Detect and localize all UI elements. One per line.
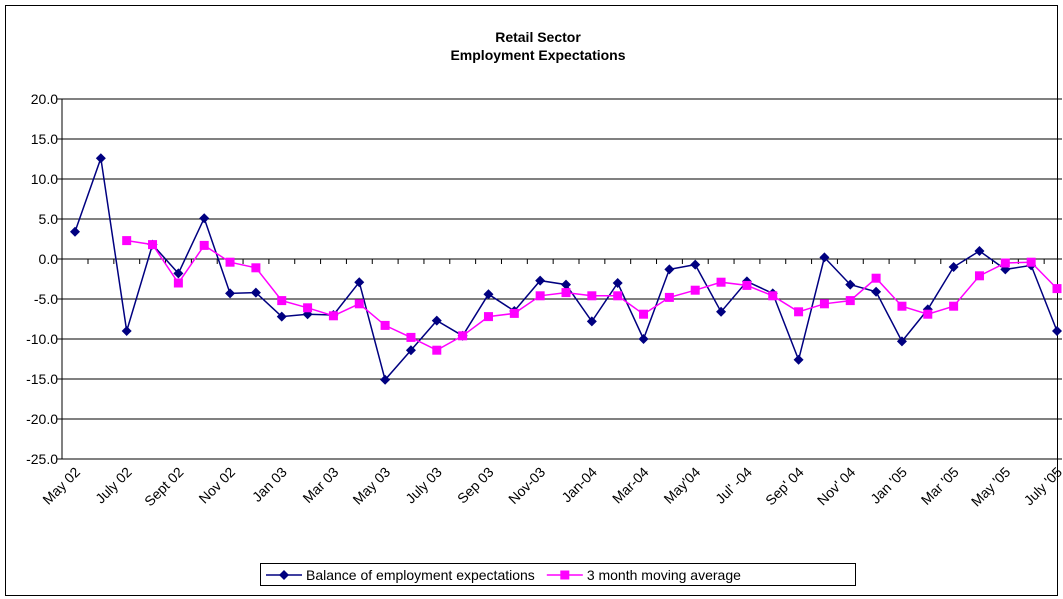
line-point: [871, 286, 882, 297]
line-point: [279, 570, 289, 580]
line-point: [432, 345, 442, 355]
line-point: [483, 289, 494, 300]
line-point: [1026, 257, 1036, 267]
line-point: [845, 296, 855, 306]
line-point: [122, 236, 132, 246]
line-point: [638, 334, 649, 344]
line-point: [431, 315, 442, 326]
line-point: [148, 240, 158, 250]
line-point: [613, 291, 623, 301]
line-point: [923, 309, 933, 319]
line-point: [974, 271, 984, 281]
line-point: [535, 275, 546, 286]
line-point: [586, 316, 597, 327]
y-tick-label: -15.0: [26, 371, 58, 387]
y-tick-label: -25.0: [26, 451, 58, 467]
line-point: [70, 226, 80, 237]
line-point: [716, 306, 727, 317]
line-point: [587, 291, 597, 301]
line-point: [716, 277, 726, 287]
line-point: [560, 570, 570, 580]
line-point: [845, 279, 856, 290]
line-point: [250, 287, 261, 298]
line-point: [690, 285, 700, 295]
line-point: [225, 288, 236, 299]
y-tick-label: -5.0: [34, 291, 58, 307]
line-point: [819, 299, 829, 309]
line-point: [896, 336, 907, 347]
line-point: [483, 312, 493, 322]
line-point: [251, 263, 261, 273]
line-point: [121, 326, 132, 336]
line-point: [380, 374, 391, 385]
y-tick-label: -10.0: [26, 331, 58, 347]
y-tick-label: 15.0: [31, 131, 58, 147]
line-point: [948, 262, 959, 272]
line-point: [742, 280, 752, 290]
legend-label: 3 month moving average: [587, 567, 741, 583]
line-point: [354, 277, 365, 288]
line-point: [974, 246, 985, 256]
chart-title: Retail Sector: [495, 29, 581, 45]
series: [122, 236, 1062, 355]
line-point: [1052, 326, 1062, 336]
line-point: [949, 301, 959, 311]
line-point: [405, 345, 416, 356]
line-point: [277, 296, 287, 306]
legend: Balance of employment expectations 3 mont…: [260, 563, 856, 586]
line-point: [768, 291, 778, 301]
y-tick-label: 20.0: [31, 91, 58, 107]
line-point: [328, 311, 338, 321]
line-point: [458, 331, 468, 341]
line-point: [276, 311, 287, 322]
line-point: [612, 278, 623, 288]
line-point: [561, 288, 571, 298]
line-point: [225, 257, 235, 267]
line-point: [380, 320, 390, 330]
line-point: [406, 332, 416, 342]
line-point: [561, 279, 571, 290]
line-point: [1000, 258, 1010, 268]
line-point: [354, 299, 364, 309]
line-point: [819, 252, 830, 263]
chart-border: [5, 5, 1058, 596]
line-point: [897, 301, 907, 311]
line-point: [199, 240, 209, 250]
y-tick-label: 0.0: [39, 251, 59, 267]
line-point: [794, 307, 804, 317]
y-tick-label: 10.0: [31, 171, 58, 187]
line-point: [639, 309, 649, 319]
y-tick-label: -20.0: [26, 411, 58, 427]
legend-label: Balance of employment expectations: [306, 567, 535, 583]
line-point: [173, 278, 183, 288]
line-point: [793, 354, 804, 365]
line-point: [95, 153, 106, 164]
line-point: [664, 292, 674, 302]
line-point: [509, 308, 519, 318]
line-point: [303, 303, 313, 313]
y-tick-label: 5.0: [39, 211, 59, 227]
chart-subtitle: Employment Expectations: [450, 47, 625, 63]
line-point: [1052, 284, 1062, 294]
line-point: [871, 273, 881, 283]
line-point: [535, 291, 545, 301]
line-point: [199, 213, 210, 224]
line-point: [173, 268, 184, 279]
line-point: [664, 264, 675, 275]
line-point: [690, 259, 701, 270]
